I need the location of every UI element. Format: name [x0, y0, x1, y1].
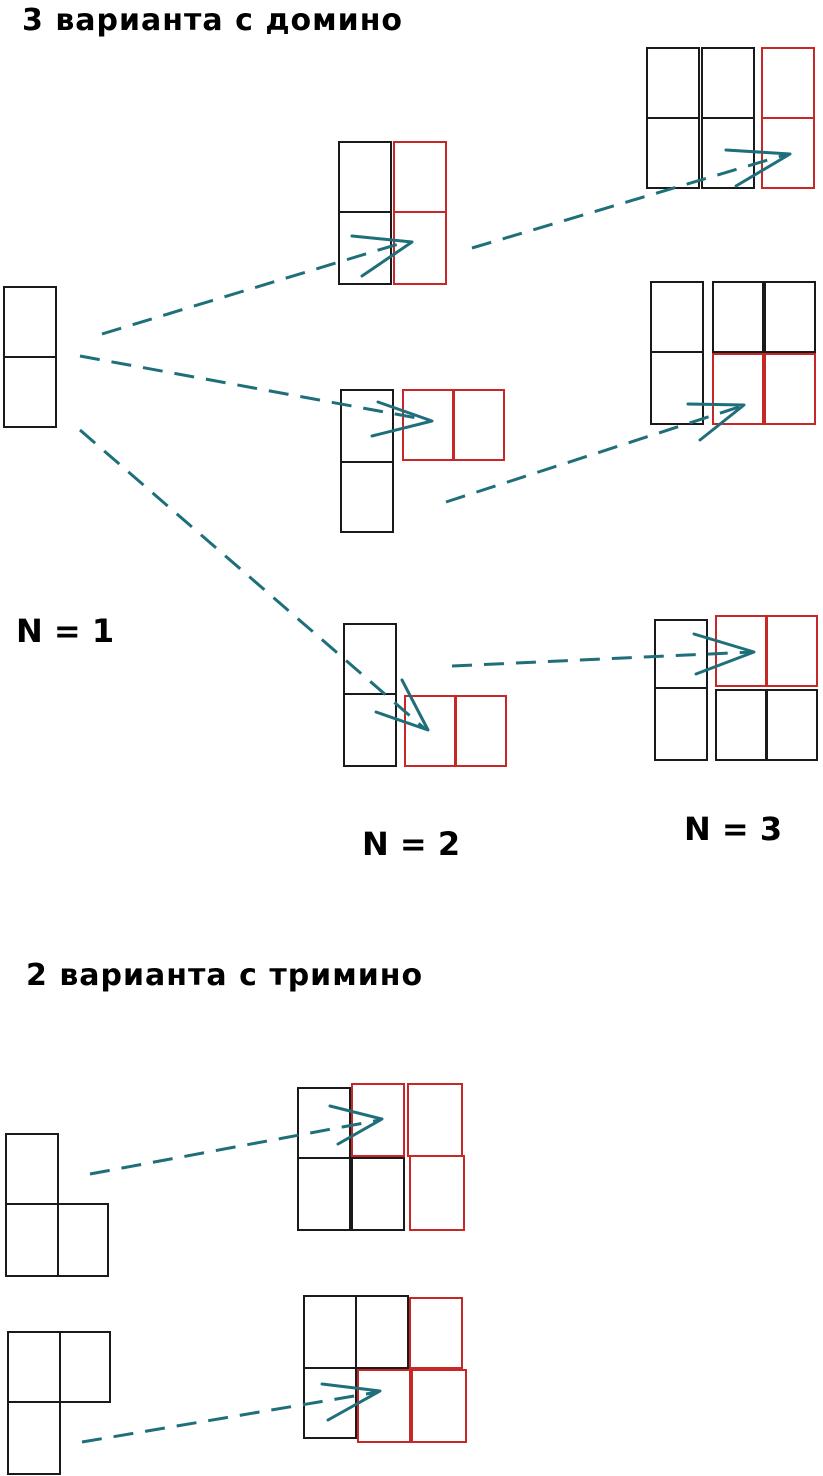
cell: [355, 1295, 409, 1369]
cell: [340, 461, 394, 533]
n3-option-c: [654, 615, 818, 761]
cell: [297, 1157, 351, 1231]
arrow-n1-to-n2c: [79, 428, 430, 732]
cell-added: [411, 1369, 467, 1443]
cell: [5, 1203, 59, 1277]
cell-added: [409, 1297, 463, 1369]
trimino-left-lower: [7, 1331, 111, 1475]
arrow-n1-to-n2a: [101, 234, 414, 336]
label-n1: N = 1: [16, 612, 114, 650]
arrow-n1-to-n2b: [79, 354, 434, 438]
arrow-trimino-lower: [81, 1382, 382, 1444]
cell: [715, 689, 767, 761]
cell: [343, 693, 397, 767]
cell-added: [407, 1083, 463, 1157]
label-n2: N = 2: [362, 825, 460, 863]
cell-added: [712, 353, 764, 425]
cell: [57, 1203, 109, 1277]
cell: [7, 1331, 61, 1403]
n1-vertical-domino: [3, 286, 57, 428]
cell: [701, 47, 755, 119]
cell: [766, 689, 818, 761]
n3-option-b: [650, 281, 816, 425]
cell: [340, 389, 394, 463]
cell: [297, 1087, 351, 1159]
cell: [5, 1133, 59, 1205]
cell: [7, 1401, 61, 1475]
label-n3: N = 3: [684, 810, 782, 848]
cell: [712, 281, 764, 353]
cell-added: [351, 1083, 405, 1157]
trimino-result-upper: [297, 1083, 465, 1231]
trimino-section-title: 2 варианта с тримино: [26, 958, 423, 993]
cell-added: [761, 47, 815, 119]
cell: [650, 281, 704, 353]
cell: [646, 47, 700, 119]
cell-added: [357, 1369, 411, 1443]
cell-added: [715, 615, 767, 687]
cell-added: [409, 1155, 465, 1231]
cell: [3, 356, 57, 428]
cell-added: [404, 695, 456, 767]
cell: [650, 351, 704, 425]
cell: [338, 141, 392, 213]
cell: [338, 211, 392, 285]
cell-added: [766, 615, 818, 687]
n3-option-a: [646, 47, 815, 189]
cell: [3, 286, 57, 358]
cell-added: [455, 695, 507, 767]
cell: [303, 1295, 357, 1369]
arrow-n2a-to-n3a: [471, 148, 792, 250]
cell-added: [764, 353, 816, 425]
arrow-trimino-upper: [89, 1104, 384, 1176]
cell: [343, 623, 397, 695]
cell-added: [453, 389, 505, 461]
domino-section-title: 3 варианта с домино: [22, 3, 403, 38]
cell-added: [393, 211, 447, 285]
cell: [59, 1331, 111, 1403]
n2-option-a: [338, 141, 447, 285]
cell: [646, 117, 700, 189]
cell-added: [393, 141, 447, 213]
cell: [701, 117, 755, 189]
arrow-n2b-to-n3b: [445, 402, 746, 504]
cell: [654, 687, 708, 761]
trimino-left-upper: [5, 1133, 109, 1277]
n2-option-c: [343, 623, 507, 767]
arrow-n2c-to-n3c: [451, 632, 756, 676]
n2-option-b: [340, 389, 505, 533]
cell: [351, 1157, 405, 1231]
cell: [764, 281, 816, 353]
